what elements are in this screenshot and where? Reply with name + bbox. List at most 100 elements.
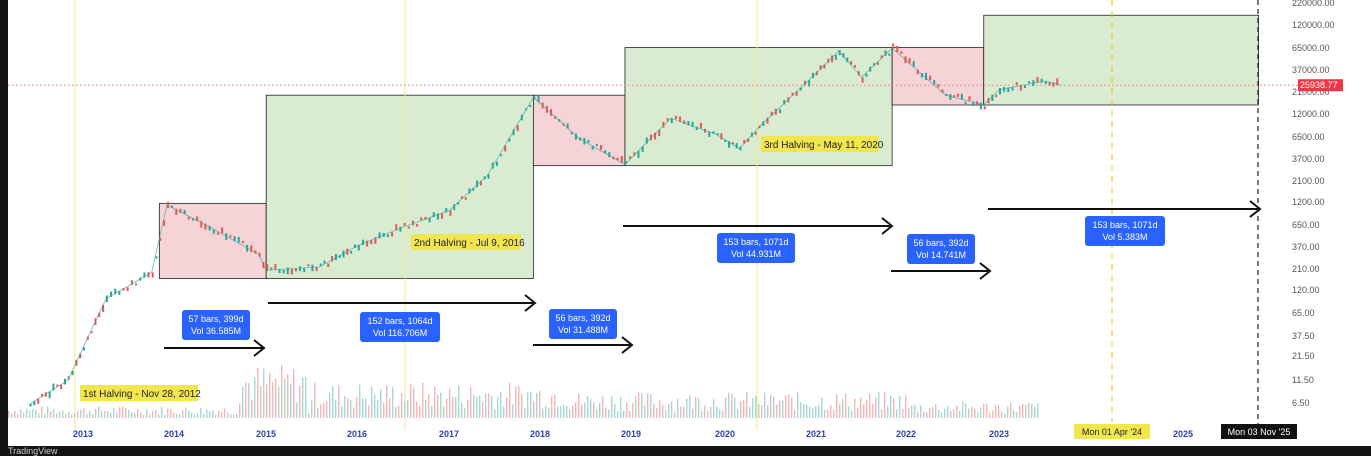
volume-bar — [863, 404, 865, 418]
volume-bar — [53, 408, 55, 418]
measure-arrow-head-5 — [979, 262, 992, 280]
candle — [212, 229, 215, 234]
volume-bar — [746, 392, 748, 418]
volume-bar — [185, 407, 187, 418]
measure-bars-4: 153 bars, 1071d — [723, 237, 788, 247]
volume-bar — [992, 410, 994, 418]
volume-bar — [317, 408, 319, 418]
candle — [420, 217, 423, 221]
volume-bar — [758, 403, 760, 418]
price-chart[interactable]: 1st Halving - Nov 28, 2012 2nd Halving - … — [8, 0, 1371, 446]
candle — [633, 152, 636, 156]
volume-bar — [818, 404, 820, 418]
volume-bar — [149, 414, 151, 418]
volume-bar — [500, 392, 502, 418]
volume-bar — [1013, 410, 1015, 418]
volume-bar — [110, 412, 112, 418]
volume-bar — [476, 396, 478, 418]
candle — [196, 216, 199, 221]
candle — [319, 263, 322, 267]
volume-bar — [287, 374, 289, 418]
volume-bar — [182, 410, 184, 418]
volume-bar — [617, 411, 619, 418]
volume-bar — [206, 409, 208, 418]
volume-bar — [854, 398, 856, 418]
halving-label-2: 2nd Halving - Jul 9, 2016 — [414, 238, 525, 249]
volume-bar — [116, 412, 118, 418]
x-tick-label: 2025 — [1173, 429, 1193, 439]
candle — [739, 146, 742, 151]
volume-bar — [164, 414, 166, 418]
volume-bar — [488, 393, 490, 418]
y-tick-label: 210.00 — [1292, 264, 1320, 274]
volume-bar — [548, 407, 550, 418]
volume-bar — [290, 384, 292, 418]
volume-bar — [323, 402, 325, 418]
volume-bar — [575, 402, 577, 418]
candle — [130, 280, 133, 285]
volume-bar — [773, 396, 775, 418]
candle — [865, 73, 868, 77]
candle — [1019, 85, 1022, 91]
volume-bar — [932, 406, 934, 418]
volume-bar — [446, 398, 448, 418]
y-tick-label: 2100.00 — [1292, 176, 1325, 186]
candle — [916, 69, 919, 75]
volume-bar — [608, 409, 610, 418]
volume-bar — [683, 406, 685, 418]
volume-bar — [1010, 402, 1012, 418]
volume-bar — [923, 411, 925, 418]
candle — [712, 131, 715, 134]
candle — [237, 236, 240, 243]
volume-bar — [188, 410, 190, 418]
volume-bar — [281, 365, 283, 418]
measure-arrow-head-4 — [881, 217, 894, 235]
candle — [428, 217, 431, 223]
measure-vol-5: Vol 14.741M — [916, 250, 966, 260]
candle — [204, 223, 207, 230]
volume-bar — [392, 387, 394, 418]
volume-bar — [383, 402, 385, 418]
volume-bar — [305, 377, 307, 418]
candle — [683, 120, 686, 125]
candle — [823, 64, 826, 69]
volume-bar — [365, 398, 367, 418]
volume-bar — [560, 406, 562, 418]
volume-bar — [245, 382, 247, 418]
volume-bar — [800, 402, 802, 418]
volume-bar — [239, 403, 241, 418]
volume-bar — [968, 408, 970, 418]
measure-arrow-head-6 — [1249, 200, 1262, 218]
volume-bar — [494, 408, 496, 418]
candle — [945, 94, 948, 97]
candle — [411, 220, 414, 226]
candle — [783, 100, 786, 105]
candle — [403, 222, 406, 226]
volume-bar — [275, 378, 277, 418]
volume-bar — [836, 394, 838, 418]
chart-panel[interactable]: 1st Halving - Nov 28, 2012 2nd Halving - … — [8, 0, 1371, 446]
volume-bar — [1001, 411, 1003, 418]
candle — [241, 240, 244, 244]
candle — [114, 288, 117, 295]
volume-bar — [947, 406, 949, 418]
measure-vol-2: Vol 116.706M — [373, 328, 427, 338]
volume-bar — [35, 409, 37, 418]
candle — [831, 55, 834, 63]
candle — [876, 62, 879, 65]
volume-bar — [1016, 412, 1018, 418]
tradingview-logo[interactable]: TradingView — [8, 446, 58, 456]
volume-bar — [200, 407, 202, 418]
y-tick-label: 6500.00 — [1292, 132, 1325, 142]
volume-bar — [515, 386, 517, 418]
candle — [331, 256, 334, 262]
volume-bar — [557, 406, 559, 418]
volume-bar — [428, 393, 430, 418]
volume-bar — [611, 396, 613, 418]
volume-bar — [443, 406, 445, 418]
candle — [747, 138, 750, 143]
volume-bar — [956, 405, 958, 418]
zone-bear-4 — [891, 47, 985, 106]
volume-bar — [293, 368, 295, 418]
candle — [449, 210, 452, 216]
